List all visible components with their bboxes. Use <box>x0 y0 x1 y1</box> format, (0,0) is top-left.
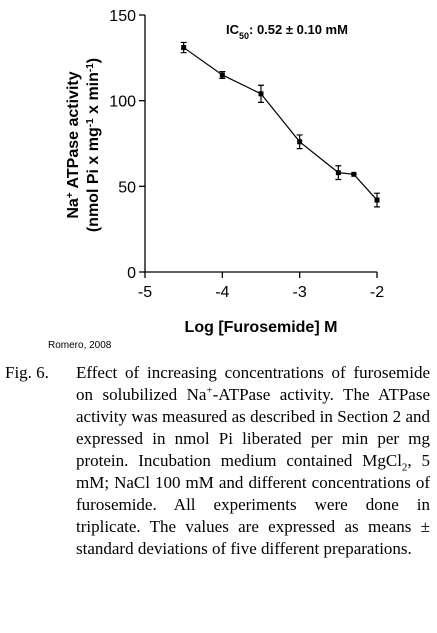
data-point <box>351 171 357 177</box>
caption-part: , 5 mM; NaCl 100 mM and different concen… <box>76 451 431 558</box>
caption-label: Fig. 6. <box>5 363 49 382</box>
x-tick-label: -5 <box>138 284 152 301</box>
data-point <box>335 170 341 176</box>
subscript: 2 <box>401 461 408 474</box>
data-line <box>183 47 378 201</box>
caption-part: Effect of increasing concentrations of f… <box>76 363 430 404</box>
text-part: (nmol Pi x mg <box>85 127 102 232</box>
y-tick-label: 0 <box>127 265 136 282</box>
text-part: IC <box>226 22 240 37</box>
superscript: -1 <box>85 63 96 72</box>
text-part: ATPase activity <box>65 71 82 192</box>
superscript: -1 <box>85 118 96 127</box>
text-part: Na <box>65 198 82 219</box>
subscript: 50 <box>239 31 249 41</box>
data-point <box>219 72 225 78</box>
y-axis-label: Na+ ATPase activity <box>65 71 83 218</box>
caption-text: Effect of increasing concentrations of f… <box>76 362 430 560</box>
x-tick-label: -3 <box>293 284 307 301</box>
y-tick-label: 50 <box>118 179 136 196</box>
superscript: + <box>65 192 76 198</box>
y-tick-label: 100 <box>109 94 136 111</box>
data-point <box>181 45 187 51</box>
annotation: IC50: 0.52 ± 0.10 mM <box>226 22 348 41</box>
chart: IC50: 0.52 ± 0.10 mM Log [Furosemide] M … <box>48 8 384 351</box>
data-point <box>297 139 303 145</box>
x-axis-label: Log [Furosemide] M <box>185 319 338 336</box>
text-part: : 0.52 ± 0.10 mM <box>249 22 348 37</box>
text-part: x min <box>85 72 102 118</box>
y-tick-label: 150 <box>109 8 136 25</box>
caption-part: -ATPase activity. The ATPase activity wa… <box>76 385 430 470</box>
superscript: + <box>206 384 213 397</box>
data-point <box>374 197 380 203</box>
data-point <box>258 91 264 97</box>
x-tick-label: -2 <box>370 284 384 301</box>
y-axis-label: (nmol Pi x mg-1 x min-1) <box>85 58 103 232</box>
text-part: ) <box>85 58 102 63</box>
credit: Romero, 2008 <box>48 340 112 351</box>
x-tick-label: -4 <box>215 284 229 301</box>
